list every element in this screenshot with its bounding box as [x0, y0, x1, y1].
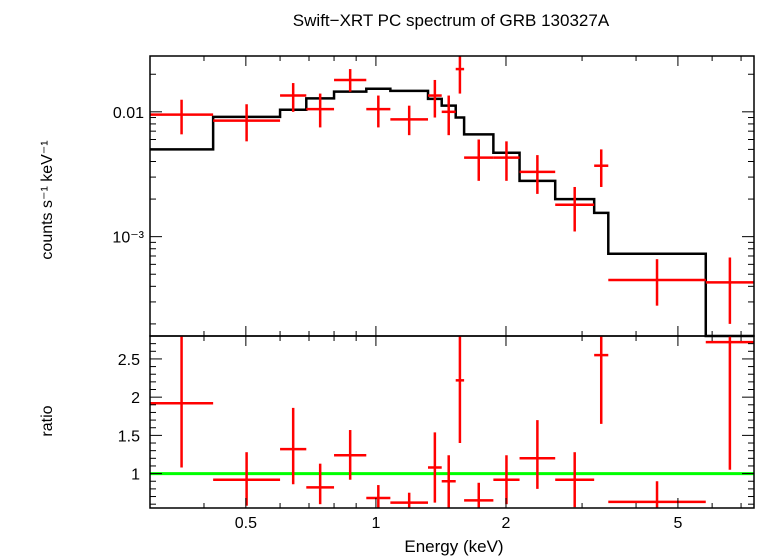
ratio-panel: 1 1.5 2 2.5 0.5 1 2 5: [118, 335, 755, 532]
y-tick-label: 1: [131, 467, 140, 484]
x-tick-label: 2: [502, 515, 511, 532]
data-point: [334, 69, 367, 92]
data-point: [594, 336, 609, 424]
x-tick-label: 1: [371, 515, 380, 532]
data-point: [428, 79, 442, 118]
plot-frame: [149, 55, 755, 337]
data-point: [213, 452, 281, 506]
data-point: [150, 336, 214, 468]
data-point: [280, 83, 307, 112]
data-point: [608, 259, 706, 306]
data-point: [306, 93, 335, 128]
plot-frame: [149, 335, 755, 509]
data-point: [493, 141, 520, 181]
data-point: [441, 455, 456, 508]
y-tick-label: 1.5: [118, 428, 140, 445]
data-point: [366, 95, 391, 128]
data-point: [280, 407, 307, 485]
data-point: [705, 257, 754, 324]
data-point: [493, 455, 520, 505]
y-axis-label-counts: counts s⁻¹ keV⁻¹: [39, 140, 56, 259]
y-tick-label: 10⁻³: [112, 230, 144, 247]
data-point: [594, 149, 609, 187]
data-point: [455, 336, 465, 444]
data-point: [366, 485, 391, 508]
data-point: [150, 99, 214, 135]
data-point: [464, 482, 494, 508]
data-point: [519, 155, 556, 194]
chart-title: Swift−XRT PC spectrum of GRB 130327A: [293, 11, 610, 30]
data-series: [150, 56, 754, 324]
model-series: [150, 87, 754, 338]
ratio-y-axis-ticks: 1 1.5 2 2.5: [118, 343, 754, 505]
data-point: [705, 336, 754, 470]
data-point: [608, 481, 706, 508]
data-point: [428, 432, 442, 503]
y-axis-label-ratio: ratio: [39, 405, 56, 436]
y-tick-label: 0.01: [113, 105, 144, 122]
x-axis-label: Energy (keV): [404, 537, 503, 556]
y-tick-label: 2: [131, 390, 140, 407]
ratio-data-series: [150, 336, 754, 508]
y-tick-label: 2.5: [118, 352, 140, 369]
data-point: [455, 56, 465, 94]
model-step-line: [150, 87, 754, 338]
x-tick-label: 5: [673, 515, 682, 532]
data-point: [306, 463, 335, 505]
data-point: [555, 186, 595, 232]
y-axis-ticks: 0.01 10⁻³: [112, 73, 754, 325]
data-point: [555, 452, 595, 508]
data-point: [390, 105, 429, 136]
data-point: [519, 420, 556, 489]
x-tick-label: 0.5: [235, 515, 257, 532]
data-point: [390, 492, 429, 508]
data-point: [213, 104, 281, 142]
data-point: [441, 95, 456, 136]
spectrum-panel: 0.01 10⁻³: [112, 55, 755, 338]
data-point: [464, 139, 494, 181]
data-point: [334, 430, 367, 480]
